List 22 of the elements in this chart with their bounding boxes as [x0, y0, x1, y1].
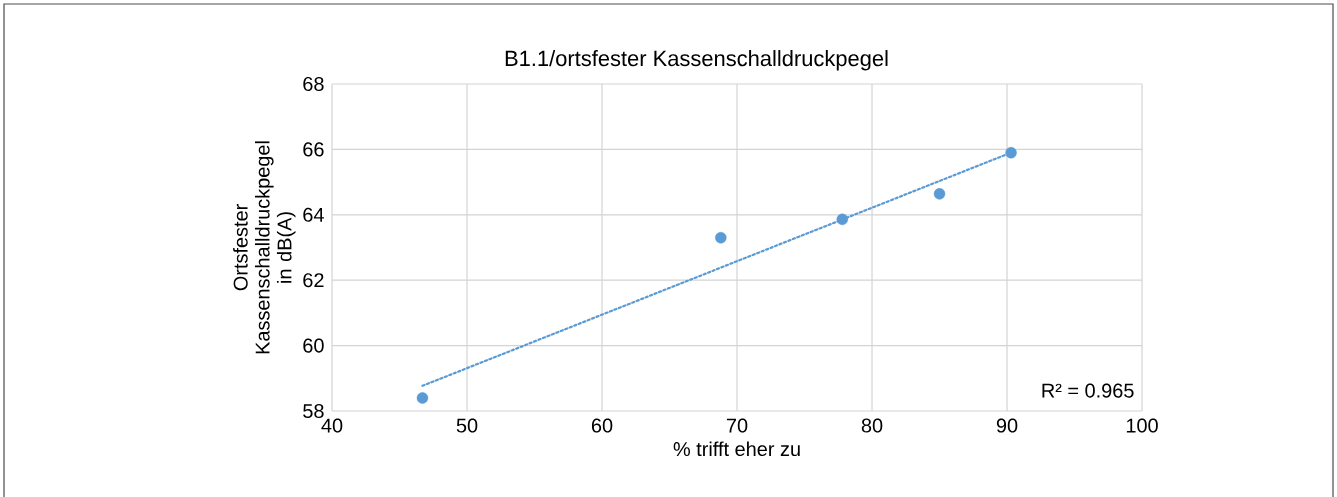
x-axis-title: % trifft eher zu — [673, 441, 800, 457]
point — [836, 213, 849, 226]
y-tick-label: 62 — [303, 273, 324, 288]
chart-title: B1.1/ortsfester Kassenschalldruckpegel — [505, 50, 888, 71]
annotation: R² = 0.965 — [1042, 383, 1134, 398]
x-tick-label: 70 — [726, 418, 748, 433]
point — [933, 188, 946, 200]
y-axis-title: Ortsfester Kassenschalldruckpegel in dB(A) — [233, 141, 296, 354]
x-tick-label: 50 — [456, 418, 478, 433]
point — [416, 392, 429, 404]
x-tick-label: 100 — [1126, 418, 1158, 433]
y-tick-label: 66 — [303, 142, 324, 157]
y-tick-label: 60 — [303, 338, 324, 353]
x-tick-label: 90 — [996, 418, 1018, 433]
x-tick-label: 80 — [861, 418, 883, 433]
x-tick-label: 40 — [321, 418, 343, 433]
x-tick-label: 60 — [591, 418, 613, 433]
y-tick-label: 64 — [303, 207, 324, 222]
point — [715, 231, 727, 244]
y-tick-label: 58 — [303, 403, 324, 419]
point — [1005, 146, 1017, 159]
y-tick-label: 68 — [303, 76, 324, 92]
